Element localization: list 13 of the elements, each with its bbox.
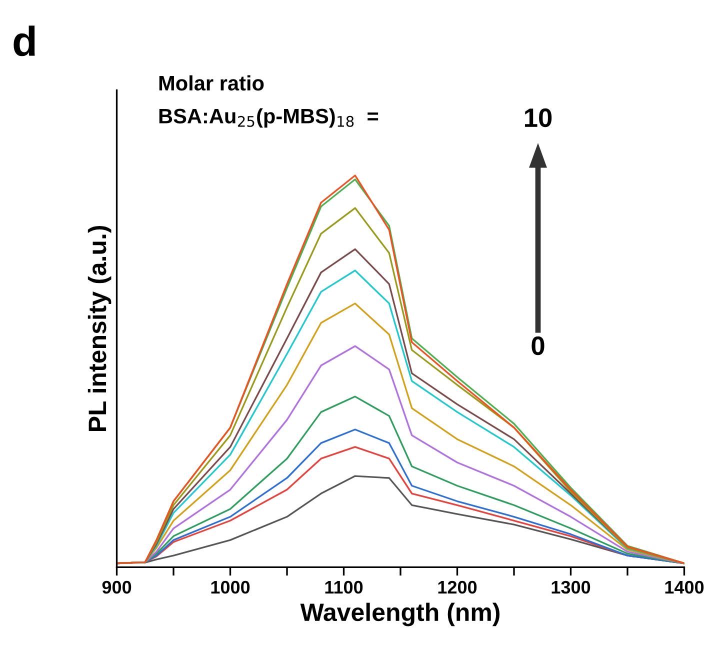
x-tick-label: 1000 [211,580,250,594]
x-tick-label: 900 [102,580,132,594]
text: Molar ratio [159,75,264,91]
annotation: 0 [532,336,544,356]
y-axis-title: PL intensity (a.u.) [88,226,112,431]
x-tick-label: 1300 [552,580,590,594]
text: d [14,26,35,56]
x-tick-label: 1100 [325,580,363,594]
x-tick-label: 1200 [438,580,477,594]
text: BSA:Au$_{25}$(p-MBS)$_{18}$ = [159,108,378,128]
x-tick-label: 1400 [665,580,704,594]
x-axis-title: Wavelength (nm) [300,602,500,626]
text: 10 [524,108,552,128]
